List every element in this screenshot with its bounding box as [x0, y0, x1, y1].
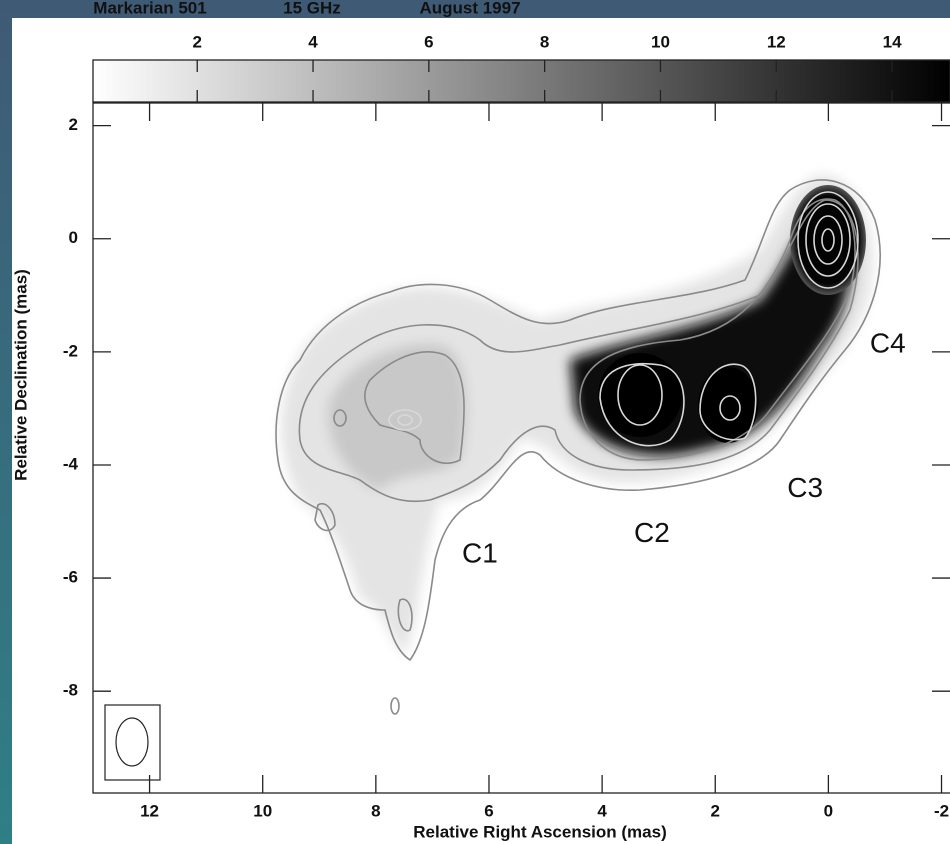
component-label: C2	[634, 517, 670, 548]
x-tick-label: 10	[253, 801, 272, 820]
colorbar-tick-label: 14	[883, 32, 902, 51]
x-tick-label: 8	[371, 801, 380, 820]
x-tick-label: 12	[140, 801, 159, 820]
y-tick-label: 0	[69, 228, 78, 247]
title-part: Markarian 501	[93, 0, 206, 17]
source-emission	[281, 175, 873, 655]
component-label: C3	[787, 472, 823, 503]
y-axis-label: Relative Declination (mas)	[11, 269, 30, 481]
colorbar-tick-label: 6	[424, 32, 433, 51]
plot-frame	[92, 102, 950, 794]
title-part: August 1997	[419, 0, 520, 17]
x-tick-label: 6	[484, 801, 493, 820]
y-tick-label: -8	[63, 681, 78, 700]
colorbar-tick-label: 2	[192, 32, 201, 51]
contours	[275, 179, 881, 715]
y-tick-label: 2	[69, 115, 78, 134]
colorbar-tick-label: 12	[767, 32, 786, 51]
x-tick-label: 0	[824, 801, 833, 820]
colorbar-tick-label: 4	[308, 32, 318, 51]
title-part: 15 GHz	[283, 0, 341, 17]
colorbar-tick-label: 8	[540, 32, 549, 51]
colorbar-tick-label: 10	[651, 32, 670, 51]
x-tick-label: -2	[934, 801, 949, 820]
x-axis-label: Relative Right Ascension (mas)	[413, 822, 667, 841]
y-tick-label: -6	[63, 568, 78, 587]
beam	[104, 704, 161, 781]
component-label: C4	[870, 327, 906, 358]
component-label: C1	[462, 537, 498, 568]
y-tick-label: -4	[63, 454, 79, 473]
colorbar	[92, 59, 950, 103]
x-tick-label: 2	[711, 801, 720, 820]
y-tick-label: -2	[63, 341, 78, 360]
x-tick-label: 4	[597, 801, 607, 820]
